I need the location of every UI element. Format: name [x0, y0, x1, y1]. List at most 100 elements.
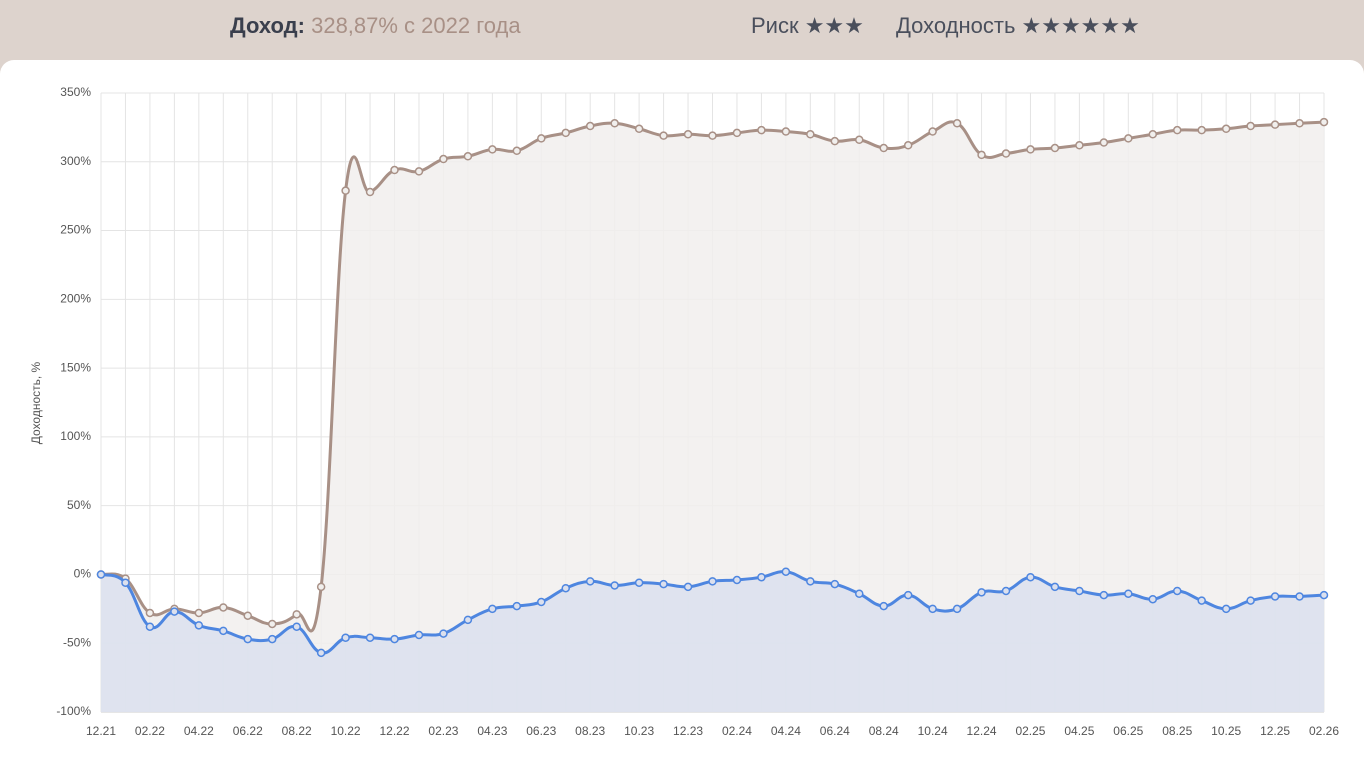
x-tick-label: 12.21 — [86, 724, 116, 738]
income: Доход: 328,87% с 2022 года — [230, 13, 521, 39]
point — [1172, 586, 1182, 596]
y-tick-label: 0% — [74, 567, 92, 581]
point — [903, 590, 913, 600]
point — [341, 633, 350, 642]
point — [977, 588, 986, 597]
income-value: 328,87% с 2022 года — [311, 13, 521, 38]
point — [1026, 145, 1035, 154]
point — [121, 578, 130, 587]
x-tick-label: 04.25 — [1064, 724, 1094, 738]
point — [170, 607, 179, 616]
point — [1001, 149, 1011, 158]
point — [757, 125, 766, 135]
point — [194, 621, 204, 630]
point — [1246, 121, 1255, 131]
point — [781, 567, 791, 576]
point — [1319, 590, 1329, 600]
x-tick-label: 04.22 — [184, 724, 214, 738]
point — [1221, 604, 1231, 614]
point — [952, 119, 962, 128]
point — [928, 127, 937, 136]
y-tick-label: 150% — [60, 360, 91, 374]
x-tick-label: 02.24 — [722, 724, 752, 738]
x-tick-label: 10.23 — [624, 724, 654, 738]
x-tick-label: 04.24 — [771, 724, 801, 738]
point — [1172, 125, 1182, 135]
point — [219, 603, 228, 612]
point — [1270, 592, 1280, 601]
x-tick-label: 08.23 — [575, 724, 605, 738]
x-tick-label: 10.24 — [918, 724, 948, 738]
point — [952, 604, 962, 614]
point — [561, 128, 570, 138]
point — [585, 577, 595, 586]
point — [708, 131, 717, 140]
point — [1221, 124, 1231, 134]
point — [879, 601, 888, 611]
yield-rating: Доходность ★★★★★★ — [896, 13, 1140, 38]
point — [659, 579, 668, 589]
point — [1295, 592, 1304, 601]
x-tick-label: 10.25 — [1211, 724, 1241, 738]
x-tick-label: 02.26 — [1309, 724, 1339, 738]
point — [292, 622, 301, 631]
point — [145, 608, 155, 618]
y-tick-label: 200% — [60, 292, 91, 306]
x-tick-label: 04.23 — [477, 724, 507, 738]
point — [292, 610, 301, 619]
point — [1270, 120, 1280, 129]
point — [683, 130, 693, 139]
y-tick-label: -50% — [63, 635, 91, 649]
x-tick-label: 02.25 — [1015, 724, 1045, 738]
point — [341, 186, 350, 195]
point — [267, 634, 277, 644]
point — [585, 121, 595, 131]
point — [977, 150, 986, 160]
x-tick-label: 02.22 — [135, 724, 165, 738]
point — [683, 582, 693, 592]
y-tick-label: 300% — [60, 154, 91, 168]
point — [390, 165, 399, 175]
point — [512, 146, 522, 156]
point — [708, 577, 717, 586]
point — [1001, 586, 1011, 596]
x-tick-label: 08.24 — [869, 724, 899, 738]
x-tick-label: 06.23 — [526, 724, 556, 738]
point — [610, 581, 619, 590]
point — [1246, 596, 1255, 605]
point — [243, 611, 253, 620]
point — [610, 119, 619, 128]
x-tick-label: 08.25 — [1162, 724, 1192, 738]
x-tick-label: 06.22 — [233, 724, 263, 738]
x-tick-label: 12.24 — [967, 724, 997, 738]
area — [101, 571, 1324, 712]
point — [316, 582, 326, 592]
point — [439, 154, 448, 164]
y-tick-label: 350% — [60, 85, 91, 99]
point — [879, 143, 888, 153]
point — [781, 127, 791, 136]
point — [659, 131, 668, 140]
point — [365, 187, 375, 197]
x-tick-label: 08.22 — [282, 724, 312, 738]
point — [1197, 125, 1206, 135]
point — [855, 135, 864, 145]
point — [194, 608, 204, 618]
point — [855, 589, 864, 598]
point — [757, 572, 766, 582]
risk: Риск ★★★ — [751, 13, 864, 38]
point — [537, 134, 546, 143]
point — [732, 128, 742, 138]
point — [634, 124, 644, 134]
point — [1099, 138, 1109, 147]
point — [634, 578, 644, 587]
y-tick-label: -100% — [56, 704, 91, 718]
x-tick-label: 06.25 — [1113, 724, 1143, 738]
point — [1026, 572, 1035, 582]
point — [1148, 594, 1158, 604]
y-tick-label: 50% — [67, 498, 91, 512]
area — [101, 121, 1324, 712]
income-label: Доход: — [230, 13, 305, 38]
